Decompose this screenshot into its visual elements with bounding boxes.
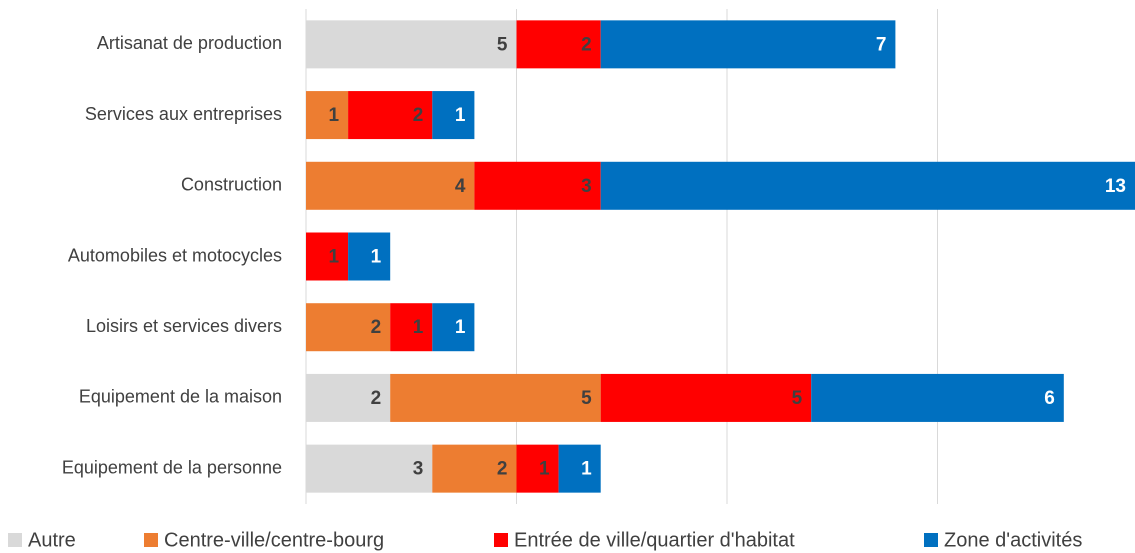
bar-segment <box>348 91 433 140</box>
data-label: 2 <box>371 388 382 409</box>
bar-segment <box>600 20 896 69</box>
y-tick-label: Equipement de la maison <box>79 387 282 407</box>
data-label: 1 <box>539 459 550 480</box>
legend-swatch <box>494 533 508 547</box>
data-label: 2 <box>581 34 592 55</box>
data-label: 5 <box>497 34 508 55</box>
data-label: 6 <box>1044 388 1055 409</box>
y-tick-label: Equipement de la personne <box>62 457 282 477</box>
bar-segment <box>600 373 812 422</box>
legend-swatch <box>8 533 22 547</box>
data-label: 1 <box>413 317 424 338</box>
bar-segment <box>306 20 517 69</box>
legend-label: Autre <box>28 529 76 551</box>
bar-segment <box>390 373 601 422</box>
bar-segment <box>306 91 349 140</box>
data-label: 5 <box>792 388 803 409</box>
data-label: 1 <box>329 105 340 126</box>
data-label: 3 <box>581 176 592 197</box>
bar-segment <box>306 232 349 281</box>
bar-segment <box>811 373 1064 422</box>
legend-label: Entrée de ville/quartier d'habitat <box>514 529 795 551</box>
bar-segment <box>516 444 559 493</box>
legend-swatch <box>924 533 938 547</box>
bar-segment <box>432 91 475 140</box>
bar-segment <box>432 444 517 493</box>
bar-segment <box>348 232 391 281</box>
legend-label: Centre-ville/centre-bourg <box>164 529 384 551</box>
data-label: 1 <box>455 105 466 126</box>
bar-segment <box>432 303 475 352</box>
bar-segment <box>306 161 475 210</box>
data-label: 4 <box>455 176 466 197</box>
legend-swatch <box>144 533 158 547</box>
legend-label: Zone d'activités <box>944 529 1082 551</box>
data-label: 2 <box>413 105 424 126</box>
data-label: 5 <box>581 388 592 409</box>
y-tick-label: Construction <box>181 175 282 195</box>
y-tick-label: Services aux entreprises <box>85 104 282 124</box>
bar-segment <box>474 161 601 210</box>
data-label: 2 <box>497 459 508 480</box>
bar-segment <box>306 444 433 493</box>
bar-segment <box>306 373 391 422</box>
y-tick-label: Artisanat de production <box>97 33 282 53</box>
bar-segment <box>390 303 433 352</box>
data-label: 3 <box>413 459 424 480</box>
bar-segment <box>558 444 601 493</box>
data-label: 1 <box>455 317 466 338</box>
y-tick-label: Loisirs et services divers <box>86 316 282 336</box>
bar-segment <box>600 161 1135 210</box>
data-label: 2 <box>371 317 382 338</box>
data-label: 1 <box>581 459 592 480</box>
data-label: 1 <box>329 247 340 268</box>
data-label: 13 <box>1105 176 1126 197</box>
data-label: 7 <box>876 34 887 55</box>
y-tick-label: Automobiles et motocycles <box>68 245 282 265</box>
bar-segment <box>306 303 391 352</box>
data-label: 1 <box>371 247 382 268</box>
bar-segment <box>516 20 601 69</box>
